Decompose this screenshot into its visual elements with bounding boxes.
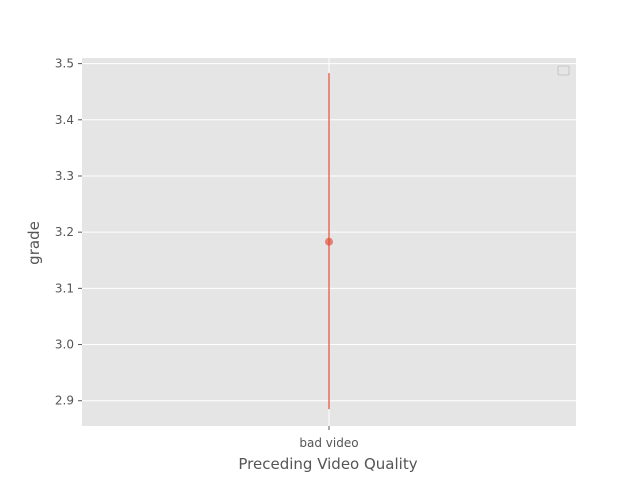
y-tick-label: 3.1 xyxy=(55,281,74,295)
x-ticks: bad video xyxy=(299,426,359,450)
x-axis-label: Preceding Video Quality xyxy=(238,455,417,473)
y-tick-label: 3.5 xyxy=(55,57,74,71)
y-tick-label: 3.0 xyxy=(55,338,74,352)
series-marks xyxy=(325,73,333,410)
y-axis-label: grade xyxy=(25,221,43,265)
y-tick-label: 3.3 xyxy=(55,169,74,183)
y-tick-label: 2.9 xyxy=(55,394,74,408)
y-ticks: 2.9 3.0 3.1 3.2 3.3 3.4 3.5 xyxy=(55,57,82,408)
data-point xyxy=(325,237,333,246)
legend xyxy=(557,65,570,76)
y-tick-label: 3.4 xyxy=(55,113,74,127)
y-tick-label: 3.2 xyxy=(55,225,74,239)
x-tick-label: bad video xyxy=(299,436,358,450)
